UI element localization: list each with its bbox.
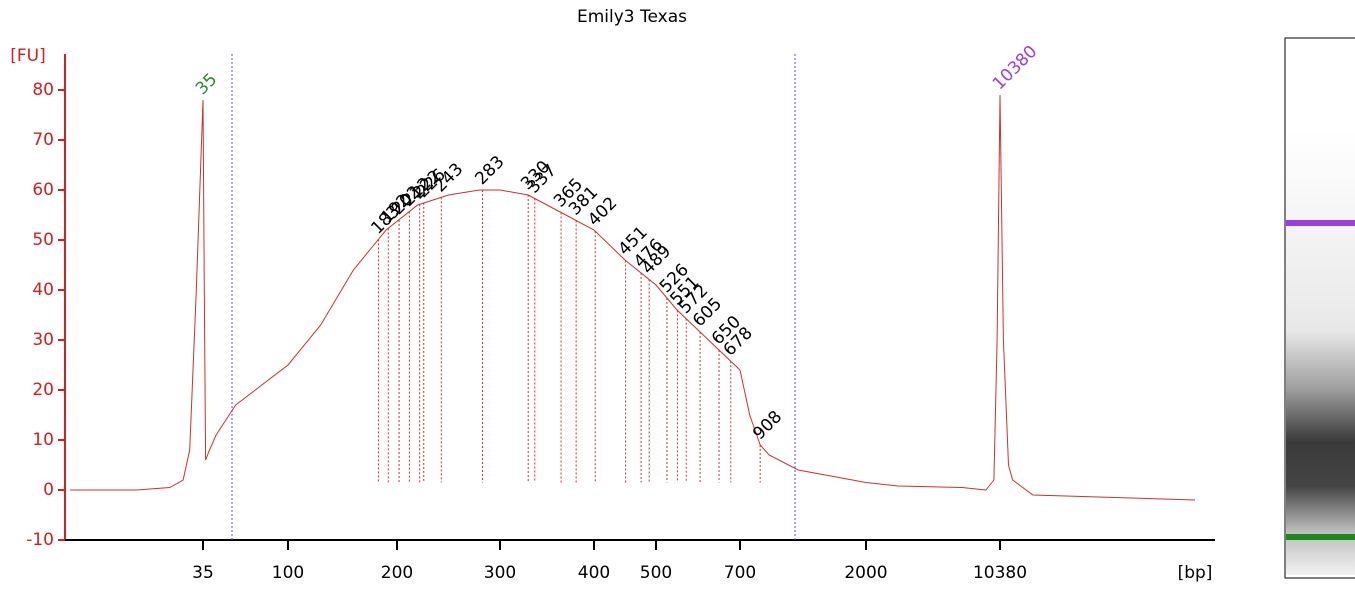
y-axis-label: [FU] [10,46,46,66]
y-tick-label: 70 [32,130,54,150]
y-tick-label: 50 [32,230,54,250]
y-tick-label: 40 [32,280,54,300]
trace [70,94,1196,501]
y-tick-label: 0 [43,480,54,500]
peak-label: 908 [749,407,786,444]
y-tick-label: 20 [32,380,54,400]
gel-lane [1284,37,1355,579]
gel-smear [1286,130,1355,575]
x-tick-label: 35 [192,563,214,583]
y-tick-label: 30 [32,330,54,350]
gel-band-upper [1286,220,1355,226]
peak-label: 283 [471,152,508,189]
y-tick-label: -10 [26,530,54,550]
marker-label: 35 [192,70,221,99]
marker-label: 10380 [989,42,1041,94]
x-tick-label: 500 [640,563,672,583]
y-tick-label: 80 [32,80,54,100]
x-tick-label: 200 [381,563,413,583]
gel-band-lower [1286,534,1355,540]
x-tick-label: 300 [484,563,516,583]
x-tick-label: 700 [724,563,756,583]
x-tick-label: 400 [578,563,610,583]
y-tick-label: 10 [32,430,54,450]
y-tick-label: 60 [32,180,54,200]
x-tick-label: 100 [272,563,304,583]
x-axis-label: [bp] [1178,563,1213,583]
x-tick-label: 10380 [973,563,1027,583]
chart-title: Emily3 Texas [577,7,687,27]
x-tick-label: 2000 [844,563,887,583]
